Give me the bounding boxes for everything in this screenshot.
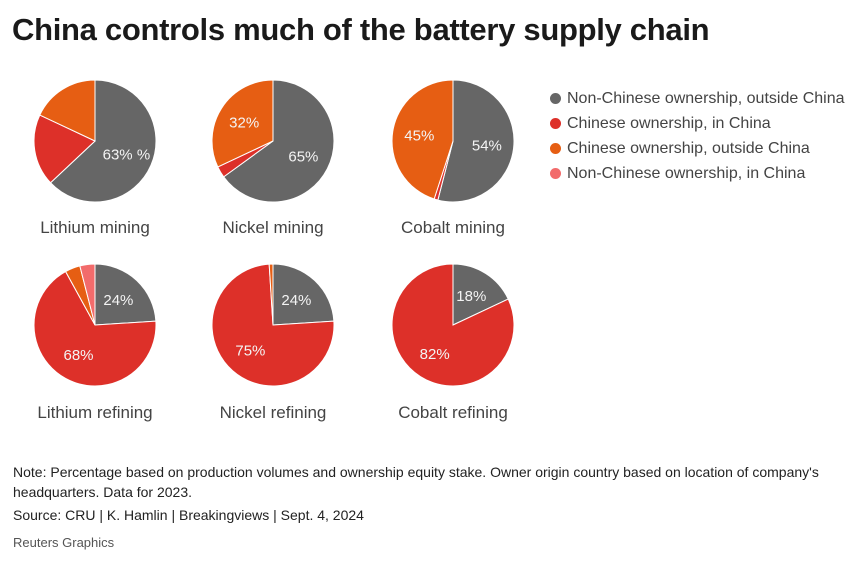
legend-swatch	[550, 118, 561, 129]
slice-value-label: 24%	[281, 292, 311, 309]
slice-value-label: 82%	[420, 346, 450, 363]
pie-slice-chinese-ownership-outside-china	[211, 79, 274, 168]
source-line: Source: CRU | K. Hamlin | Breakingviews …	[13, 507, 364, 523]
pie-charts-grid: 63% % Lithium mining 65% 32% Nickel mining 54…	[33, 79, 515, 422]
legend-label: Chinese ownership, outside China	[567, 139, 810, 157]
slice-value-label: 24%	[103, 292, 133, 309]
slice-value-label: 54%	[472, 137, 502, 154]
pie-slice-non-chinese-ownership-outside-china	[272, 263, 335, 326]
slice-value-label: 45%	[404, 128, 434, 145]
chart-title: Cobalt refining	[398, 403, 508, 422]
legend-item-non-chinese-outside: Non-Chinese ownership, outside China	[550, 86, 845, 111]
pie-cobalt-refining: 18% 82% Cobalt refining	[391, 263, 515, 422]
footnote: Note: Percentage based on production vol…	[13, 464, 819, 500]
slice-value-label: 32%	[229, 115, 259, 132]
pie-slice-chinese-ownership-in-china	[211, 263, 335, 387]
pie-lithium-refining: 24% 68% Lithium refining	[33, 263, 157, 422]
pie-slice-chinese-ownership-outside-china	[39, 79, 96, 142]
legend-swatch	[550, 168, 561, 179]
legend-item-chinese-outside: Chinese ownership, outside China	[550, 136, 845, 161]
slice-value-label: 18%	[456, 288, 486, 305]
pie-slice-non-chinese-ownership-outside-china	[49, 79, 157, 203]
slice-value-label: 68%	[63, 347, 93, 364]
pie-slice-non-chinese-ownership-outside-china	[452, 263, 509, 326]
pie-nickel-mining: 65% 32% Nickel mining	[211, 79, 335, 237]
chart-title: Nickel mining	[222, 218, 323, 237]
slice-value-label: 63% %	[103, 147, 151, 164]
pie-lithium-mining: 63% % Lithium mining	[33, 79, 157, 237]
pie-slice-chinese-ownership-in-china	[33, 270, 157, 387]
chart-title: Lithium refining	[37, 403, 152, 422]
pie-slice-chinese-ownership-in-china	[391, 263, 515, 387]
legend-item-chinese-in-china: Chinese ownership, in China	[550, 111, 845, 136]
page-title: China controls much of the battery suppl…	[12, 12, 710, 47]
legend: Non-Chinese ownership, outside China Chi…	[550, 86, 845, 186]
legend-item-non-chinese-in-china: Non-Chinese ownership, in China	[550, 161, 845, 186]
legend-label: Chinese ownership, in China	[567, 114, 771, 132]
pie-nickel-refining: 24% 75% Nickel refining	[211, 263, 335, 422]
legend-label: Non-Chinese ownership, in China	[567, 164, 806, 182]
chart-title: Cobalt mining	[401, 218, 505, 237]
legend-swatch	[550, 143, 561, 154]
slice-value-label: 65%	[288, 149, 318, 166]
pie-slice-chinese-ownership-outside-china	[391, 79, 454, 200]
pie-slice-non-chinese-ownership-outside-china	[437, 79, 515, 203]
pie-slice-non-chinese-ownership-in-china	[79, 263, 96, 326]
chart-title: Nickel refining	[220, 403, 327, 422]
slice-value-label: 75%	[235, 343, 265, 360]
credit-line: Reuters Graphics	[13, 535, 115, 550]
pie-slice-chinese-ownership-in-china	[33, 114, 96, 184]
pie-slice-chinese-ownership-outside-china	[268, 263, 274, 326]
pie-slice-non-chinese-ownership-outside-china	[94, 263, 157, 326]
chart-title: Lithium mining	[40, 218, 150, 237]
legend-label: Non-Chinese ownership, outside China	[567, 89, 845, 107]
pie-slice-non-chinese-ownership-outside-china	[222, 79, 335, 203]
pie-cobalt-mining: 54% 45% Cobalt mining	[391, 79, 515, 237]
legend-swatch	[550, 93, 561, 104]
